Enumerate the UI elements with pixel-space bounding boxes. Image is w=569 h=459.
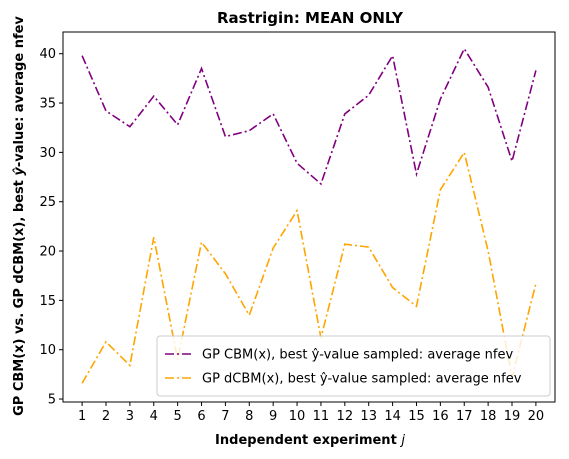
series-line-2 [81,150,537,384]
x-tick-label: 17 [456,409,473,424]
x-tick-label: 14 [384,409,401,424]
series-group [81,47,537,384]
x-tick-label: 5 [174,409,182,424]
y-axis: 5 10 15 20 25 30 35 40 [39,47,63,408]
y-axis-title: GP CBM(x) vs. GP dCBM(x), best ŷ-value: … [12,16,27,416]
x-axis-title: Independent experiment j [215,433,405,448]
x-tick-label: 20 [528,409,545,424]
x-tick-label: 2 [102,409,110,424]
legend-label-2: GP dCBM(x), best ŷ-value sampled: averag… [202,372,522,387]
y-tick-label: 5 [48,393,56,408]
legend: GP CBM(x), best ŷ-value sampled: average… [156,335,551,397]
y-tick-label: 10 [39,343,56,358]
x-tick-label: 13 [360,409,377,424]
legend-label-1: GP CBM(x), best ŷ-value sampled: average… [202,348,513,363]
x-tick-label: 11 [313,409,330,424]
x-tick-label: 16 [432,409,449,424]
x-tick-label: 1 [78,409,86,424]
x-tick-label: 6 [197,409,205,424]
x-tick-label: 12 [337,409,354,424]
x-tick-label: 8 [245,409,253,424]
x-tick-label: 10 [289,409,306,424]
x-tick-label: 19 [504,409,521,424]
x-tick-label: 15 [408,409,425,424]
x-tick-label: 9 [269,409,277,424]
plot-frame [62,31,556,403]
y-tick-label: 20 [39,245,56,260]
plot-area [62,31,556,403]
x-tick-label: 7 [221,409,229,424]
y-tick-label: 30 [39,146,56,161]
y-tick-label: 40 [39,47,56,62]
y-tick-label: 15 [39,294,56,309]
x-tick-label: 4 [150,409,158,424]
x-axis: 1 2 3 4 5 6 7 8 9 10 11 12 13 14 15 16 17 18 19 20 [78,402,544,424]
y-tick-label: 35 [39,97,56,112]
y-tick-label: 25 [39,195,56,210]
chart-title: Rastrigin: MEAN ONLY [217,9,404,27]
series-line-1 [81,47,537,186]
legend-box [156,335,551,397]
x-tick-label: 3 [126,409,134,424]
x-tick-label: 18 [480,409,497,424]
